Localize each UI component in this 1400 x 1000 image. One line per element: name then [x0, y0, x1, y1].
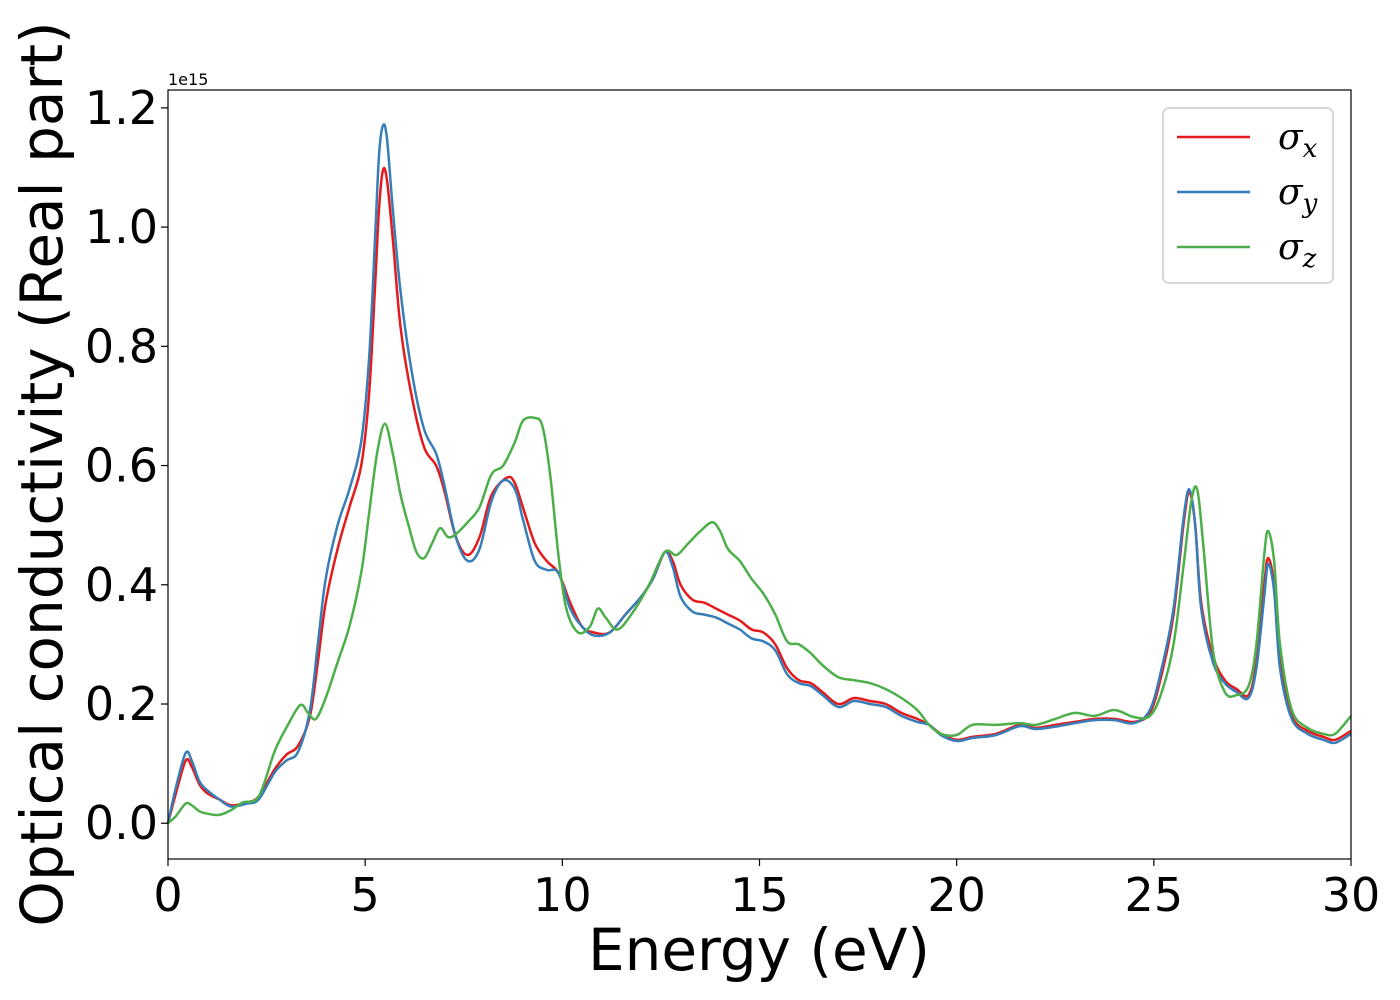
- plot-area: [166, 89, 1352, 860]
- y-tick-label: 1.0: [85, 200, 158, 254]
- x-tick-label: 30: [1322, 868, 1381, 922]
- y-tick-label: 0.4: [85, 558, 158, 612]
- y-axis-title: Optical conductivity (Real part): [8, 21, 76, 926]
- y-tick-label: 1.2: [85, 81, 158, 135]
- x-tick-label: 5: [351, 868, 380, 922]
- x-tick-label: 20: [927, 868, 986, 922]
- y-tick-label: 0.2: [85, 677, 158, 731]
- legend-box: [1162, 107, 1334, 284]
- x-tick-label: 10: [533, 868, 592, 922]
- x-axis-title: Energy (eV): [588, 916, 930, 984]
- x-tick-label: 15: [730, 868, 789, 922]
- x-tick-label: 0: [153, 868, 182, 922]
- x-axis-ticks: 0 5 10 15 20 25 30: [153, 859, 1380, 922]
- plot-background: [168, 90, 1351, 859]
- y-axis-ticks: 0.0 0.2 0.4 0.6 0.8 1.0 1.2: [85, 81, 168, 850]
- series-line-y: [166, 123, 1352, 824]
- y-tick-label: 0.8: [85, 319, 158, 373]
- series-layer: [166, 123, 1352, 825]
- y-tick-label: 0.0: [85, 796, 158, 850]
- series-line-z: [167, 416, 1352, 825]
- y-tick-label: 0.6: [85, 439, 158, 493]
- y-offset-label: 1e15: [168, 70, 208, 89]
- x-tick-label: 25: [1125, 868, 1184, 922]
